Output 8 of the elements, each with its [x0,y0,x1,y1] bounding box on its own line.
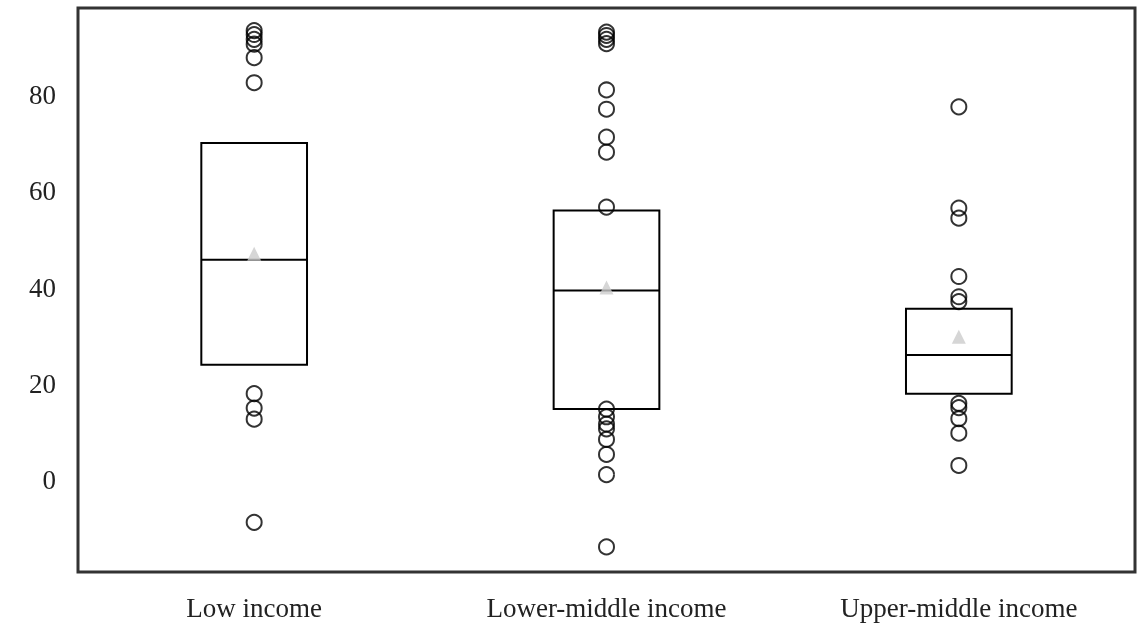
x-tick-label: Upper-middle income [840,592,1078,623]
x-tick-label: Low income [186,592,323,623]
y-tick-label: 80 [29,79,56,110]
y-tick-label: 20 [29,369,56,399]
x-tick-label: Lower-middle income [486,592,727,623]
y-tick-label: 0 [42,465,56,496]
y-tick-label: 40 [29,272,56,303]
y-tick-label: 60 [29,176,56,207]
